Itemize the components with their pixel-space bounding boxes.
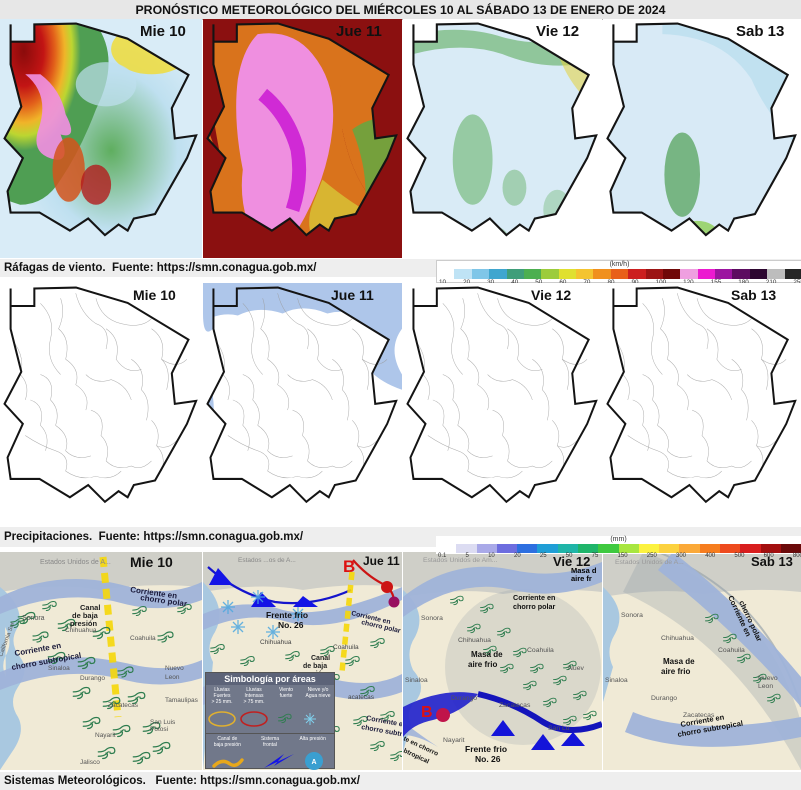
svg-text:acatecas: acatecas <box>348 694 375 701</box>
svg-text:Chihuahua: Chihuahua <box>661 635 694 642</box>
svg-text:de baja: de baja <box>303 663 327 670</box>
svg-text:Estados Unidos de A...: Estados Unidos de A... <box>615 559 684 566</box>
svg-text:Durango: Durango <box>80 675 105 682</box>
svg-text:Sonora: Sonora <box>22 615 45 622</box>
svg-text:Potosi: Potosi <box>150 726 168 733</box>
svg-text:Coahuila: Coahuila <box>333 644 359 651</box>
svg-text:Sonora: Sonora <box>421 615 443 622</box>
svg-text:Coahuila: Coahuila <box>130 635 156 642</box>
svg-text:Coahuila: Coahuila <box>527 647 554 654</box>
svg-text:Estados Unidos de A...: Estados Unidos de A... <box>40 559 111 566</box>
svg-text:Tamaulipas: Tamaulipas <box>165 697 199 704</box>
svg-text:Sinaloa: Sinaloa <box>605 677 628 684</box>
svg-text:Jalisco: Jalisco <box>80 759 100 766</box>
svg-text:Durango: Durango <box>651 695 677 702</box>
svg-text:Zacatecas: Zacatecas <box>499 702 531 709</box>
svg-text:No. 26: No. 26 <box>475 754 501 764</box>
svg-text:Canal: Canal <box>311 655 330 662</box>
svg-text:Masa de: Masa de <box>471 650 503 659</box>
svg-text:B: B <box>421 704 433 721</box>
svg-text:Sonora: Sonora <box>621 612 643 619</box>
svg-text:Leon: Leon <box>758 683 773 690</box>
svg-text:Durango: Durango <box>451 695 477 702</box>
svg-text:Zacatecas: Zacatecas <box>108 702 139 709</box>
svg-text:Chihuahua: Chihuahua <box>260 639 292 646</box>
svg-text:Nayarit: Nayarit <box>443 737 465 744</box>
svg-text:Leon: Leon <box>165 674 180 681</box>
svg-text:Masa de: Masa de <box>663 657 695 666</box>
svg-text:Estados ...os de A...: Estados ...os de A... <box>238 557 296 564</box>
svg-text:Sinaloa: Sinaloa <box>48 665 70 672</box>
svg-text:Sinaloa: Sinaloa <box>405 677 428 684</box>
svg-text:Corriente en: Corriente en <box>513 593 555 602</box>
svg-text:Frente frio: Frente frio <box>465 744 507 754</box>
svg-text:Frente frio: Frente frio <box>266 610 308 620</box>
svg-text:Nayarit: Nayarit <box>95 732 116 739</box>
svg-text:San Luis: San Luis <box>150 719 176 726</box>
svg-text:Nuev: Nuev <box>568 665 584 672</box>
svg-text:Chihuahua: Chihuahua <box>65 627 97 634</box>
svg-text:chorro polar: chorro polar <box>513 602 556 611</box>
svg-text:San Lu: San Lu <box>548 725 570 732</box>
svg-text:Coahuila: Coahuila <box>718 647 745 654</box>
svg-text:Chihuahua: Chihuahua <box>458 637 491 644</box>
svg-text:aire frio: aire frio <box>468 660 497 669</box>
svg-text:presión: presión <box>70 619 98 628</box>
svg-text:Nuevo: Nuevo <box>165 665 184 672</box>
svg-text:Nuevo: Nuevo <box>758 675 778 682</box>
svg-text:aire frio: aire frio <box>661 667 690 676</box>
svg-text:No. 26: No. 26 <box>278 620 304 630</box>
svg-text:A: A <box>311 759 316 766</box>
